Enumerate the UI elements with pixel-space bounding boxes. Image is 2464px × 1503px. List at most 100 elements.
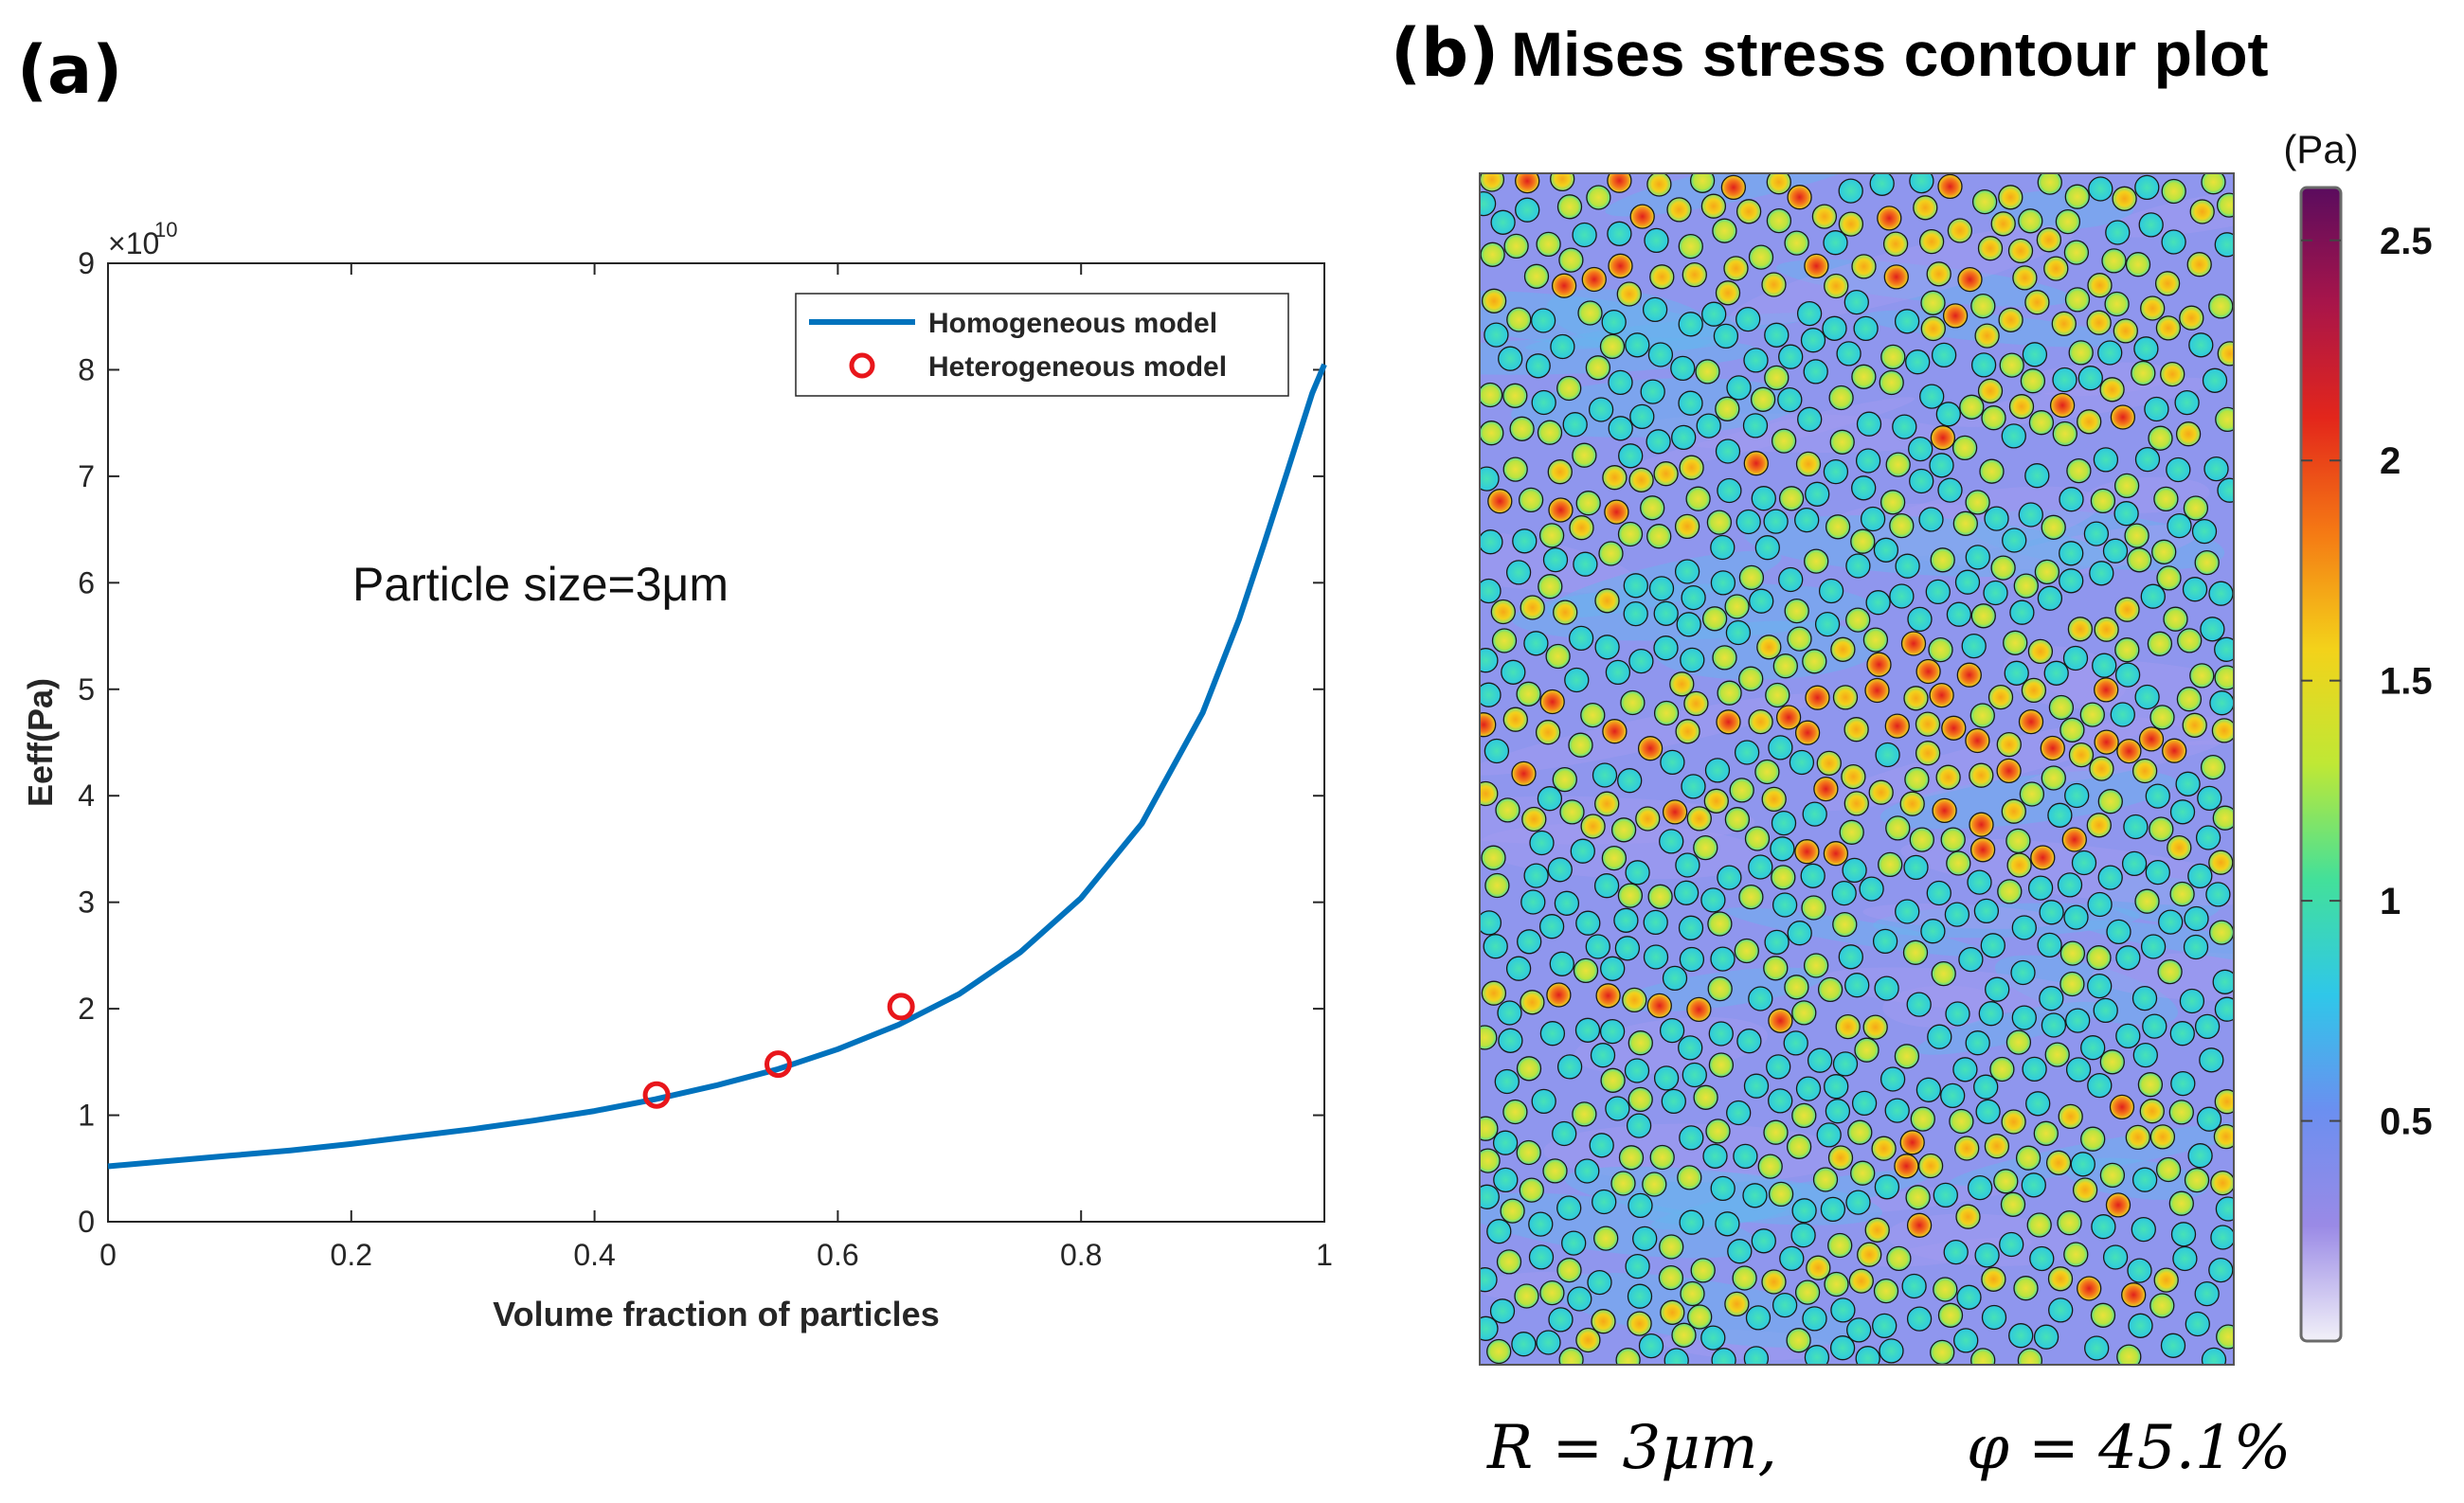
particle — [1901, 1273, 1927, 1299]
particle — [1756, 635, 1782, 660]
particle — [2189, 663, 2215, 689]
particle — [1724, 807, 1751, 832]
particle — [1575, 1327, 1601, 1353]
particle — [1528, 1211, 1554, 1237]
particle — [1480, 173, 1505, 192]
particle — [2037, 173, 2062, 195]
particle — [1957, 266, 1983, 293]
particle — [1984, 506, 2009, 531]
particle — [1805, 481, 1830, 507]
particle — [1979, 458, 2005, 484]
particle — [1490, 209, 1516, 235]
particle — [2115, 945, 2141, 971]
particle — [2002, 528, 2027, 553]
particle — [1736, 199, 1762, 224]
particle — [1689, 173, 1716, 193]
particle — [1932, 797, 1957, 824]
particle — [2058, 1103, 2083, 1130]
particle — [1832, 685, 1859, 710]
particle — [1480, 382, 1503, 408]
particle — [1855, 1346, 1880, 1365]
particle — [1905, 1185, 1931, 1210]
particle — [2088, 176, 2113, 202]
particle — [1614, 936, 1641, 961]
particle — [1895, 899, 1920, 924]
particle — [2094, 729, 2119, 755]
particle — [1844, 717, 1869, 743]
particle — [1736, 306, 1761, 332]
particle — [1617, 768, 1643, 794]
particle — [1599, 1018, 1626, 1045]
particle — [1726, 375, 1752, 401]
particle — [1997, 879, 2023, 904]
particle — [2212, 969, 2234, 994]
particle — [1675, 719, 1700, 744]
particle — [2179, 305, 2204, 331]
particle — [1662, 799, 1688, 825]
particle — [1687, 1304, 1713, 1330]
particle — [2026, 1212, 2052, 1238]
particle — [2086, 813, 2112, 838]
particle — [2093, 447, 2119, 473]
particle — [1892, 414, 1917, 439]
particle — [1768, 1008, 1793, 1033]
particle — [2049, 392, 2076, 419]
particle — [1945, 1001, 1970, 1027]
particle — [1784, 975, 1809, 1000]
particle — [1748, 244, 1774, 270]
particle — [2114, 597, 2140, 622]
particle — [1761, 272, 1787, 297]
particle — [1944, 902, 1970, 927]
particle — [2047, 802, 2073, 828]
particle — [1669, 671, 1695, 697]
particle — [2087, 273, 2113, 298]
x-tick-label: 0 — [99, 1238, 117, 1272]
particle — [2167, 512, 2192, 539]
particle — [1787, 626, 1812, 652]
particle — [1771, 810, 1797, 836]
particle — [1717, 680, 1742, 706]
particle — [1592, 1189, 1617, 1215]
particle — [2208, 294, 2234, 319]
y-exponent: ×10 10 — [108, 218, 177, 260]
particle — [1841, 763, 1866, 790]
particle — [1970, 352, 1997, 378]
particle — [1607, 173, 1632, 193]
particle — [1965, 545, 1990, 570]
particle — [2062, 645, 2089, 671]
particle — [1653, 635, 1679, 661]
particle — [2028, 410, 2055, 436]
particle — [1900, 631, 1927, 656]
particle — [2068, 742, 2095, 768]
particle — [1700, 887, 1726, 913]
particle — [2215, 406, 2234, 433]
particle — [1548, 497, 1574, 523]
particle — [1889, 512, 1915, 539]
particle — [1553, 599, 1578, 625]
particle — [1708, 1052, 1735, 1078]
particle — [1539, 1279, 1565, 1306]
particle — [1679, 1209, 1704, 1235]
particle — [2162, 738, 2187, 763]
particle — [2090, 488, 2116, 514]
particle — [2132, 1042, 2158, 1068]
particle — [1772, 892, 1798, 918]
particle — [1839, 819, 1864, 845]
particle — [2161, 229, 2186, 255]
particle — [1754, 759, 1780, 785]
particle — [1920, 290, 1946, 315]
particle — [1640, 495, 1665, 521]
y-tick-label: 8 — [78, 352, 95, 386]
particle — [1681, 774, 1706, 799]
particle — [1927, 1024, 1952, 1049]
particle — [2184, 905, 2209, 932]
particle — [2030, 845, 2056, 870]
particle — [1676, 612, 1701, 637]
particle — [2036, 227, 2062, 253]
particle — [1814, 611, 1841, 637]
particle — [1481, 845, 1506, 870]
particle — [1958, 946, 1984, 973]
particle — [1789, 749, 1815, 776]
particle — [1970, 1348, 1996, 1365]
particle — [1602, 465, 1628, 491]
